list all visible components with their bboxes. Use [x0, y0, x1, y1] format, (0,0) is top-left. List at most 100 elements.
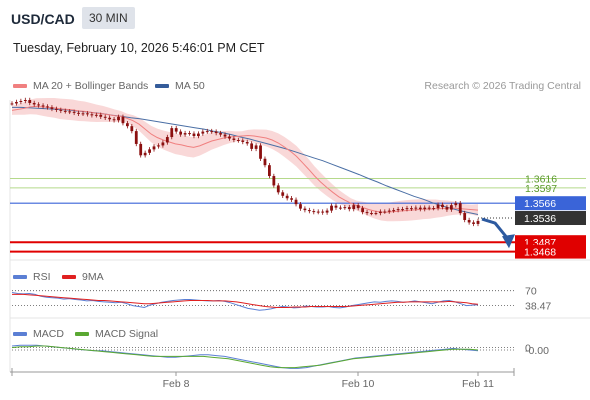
candle-body — [463, 213, 467, 220]
candle-body — [197, 133, 200, 137]
candle-body — [334, 205, 338, 208]
candle-body — [103, 116, 107, 118]
ma50-line — [12, 106, 479, 215]
macd-panel: 0-0.00 — [11, 343, 549, 369]
candle-body — [312, 211, 316, 213]
candle-body — [374, 213, 378, 215]
macd-swatch — [13, 332, 27, 337]
level-tag-1.3468 — [515, 244, 586, 259]
candle-body — [339, 207, 342, 209]
forecast-arrowhead — [502, 234, 515, 249]
candle-body — [28, 100, 32, 103]
candle-body — [139, 143, 143, 156]
candle-body — [290, 198, 293, 200]
candle-body — [134, 131, 138, 144]
candle-body — [72, 111, 76, 113]
candle-body — [285, 195, 289, 199]
candle-body — [86, 113, 89, 115]
ma20-line — [11, 105, 479, 213]
candle-body — [174, 128, 178, 132]
candle-body — [254, 145, 258, 149]
candle-body — [41, 105, 45, 107]
x-axis: Feb 8 Feb 10 Feb 11 — [10, 368, 515, 390]
candle-body — [201, 131, 205, 134]
candle-body — [347, 207, 351, 210]
candle-body — [370, 213, 373, 215]
candle-body — [68, 111, 72, 113]
candle-body — [157, 145, 160, 147]
ma50-swatch — [155, 84, 169, 89]
candle-body — [303, 208, 307, 211]
candle-body — [210, 131, 214, 133]
symbol-title: USD/CAD — [11, 11, 75, 27]
candle-body — [365, 212, 369, 214]
candle-body — [108, 117, 112, 120]
ma50-label: MA 50 — [175, 80, 205, 92]
candle-body — [276, 185, 280, 193]
credit-text: Research © 2026 Trading Central — [424, 80, 581, 92]
candle-body — [192, 133, 196, 137]
rsi-swatch — [13, 275, 27, 280]
candle-body — [378, 211, 382, 214]
candle-body — [383, 211, 387, 213]
candle-body — [307, 210, 311, 212]
x-tick-label: Feb 10 — [342, 378, 375, 390]
candle-body — [361, 208, 365, 213]
candle-body — [330, 205, 333, 211]
timeframe-button[interactable]: 30 MIN — [82, 7, 135, 29]
candle-body — [23, 100, 27, 101]
candle-body — [441, 204, 444, 208]
candle-body — [281, 192, 285, 196]
macd-level-label-1: -0.00 — [525, 345, 549, 357]
candle-body — [205, 131, 209, 133]
candle-body — [99, 114, 103, 117]
candle-body — [245, 141, 249, 144]
candle-body — [454, 203, 458, 206]
level-label-1.3468: 1.3468 — [524, 247, 556, 259]
candle-body — [170, 128, 174, 138]
ma20-swatch — [13, 84, 27, 89]
candle-body — [263, 158, 267, 166]
legend-macd: MACD — [13, 328, 64, 340]
candle-body — [188, 133, 191, 135]
candle-body — [418, 207, 422, 210]
candle-body — [294, 199, 298, 205]
legend-macd-signal: MACD Signal — [75, 328, 158, 340]
candle-body — [392, 210, 396, 212]
level-tag-1.3536 — [515, 211, 586, 226]
candle-body — [152, 146, 156, 150]
rsi-panel: 70 38.47 — [11, 286, 551, 312]
candle-body — [467, 219, 471, 223]
candle-body — [299, 204, 302, 209]
candle-body — [15, 101, 18, 104]
candle-body — [90, 114, 94, 116]
candle-body — [143, 152, 147, 156]
macd-signal-swatch — [75, 332, 89, 337]
candle-body — [396, 209, 400, 211]
rsi-label: RSI — [33, 271, 51, 283]
candle-body — [63, 110, 67, 112]
rsi-line — [11, 292, 479, 311]
candle-body — [272, 176, 276, 186]
rsi-level-label-70: 70 — [525, 286, 537, 298]
macd-line — [11, 344, 479, 369]
legend-ma20: MA 20 + Bollinger Bands — [13, 80, 148, 92]
candle-body — [423, 207, 427, 210]
candle-body — [432, 208, 436, 210]
candle-body — [59, 109, 63, 111]
candle-body — [10, 103, 14, 105]
level-label-1.3566: 1.3566 — [524, 198, 556, 210]
rsi-ma-swatch — [62, 275, 76, 280]
x-tick-label: Feb 8 — [163, 378, 190, 390]
candle-body — [436, 204, 440, 209]
candle-body — [125, 123, 129, 127]
candle-body — [321, 211, 325, 213]
candle-body — [316, 211, 320, 213]
candle-body — [268, 165, 271, 177]
candle-body — [250, 143, 254, 149]
candle-body — [19, 100, 23, 102]
legend-ma50: MA 50 — [155, 80, 205, 92]
candle-body — [410, 208, 413, 210]
